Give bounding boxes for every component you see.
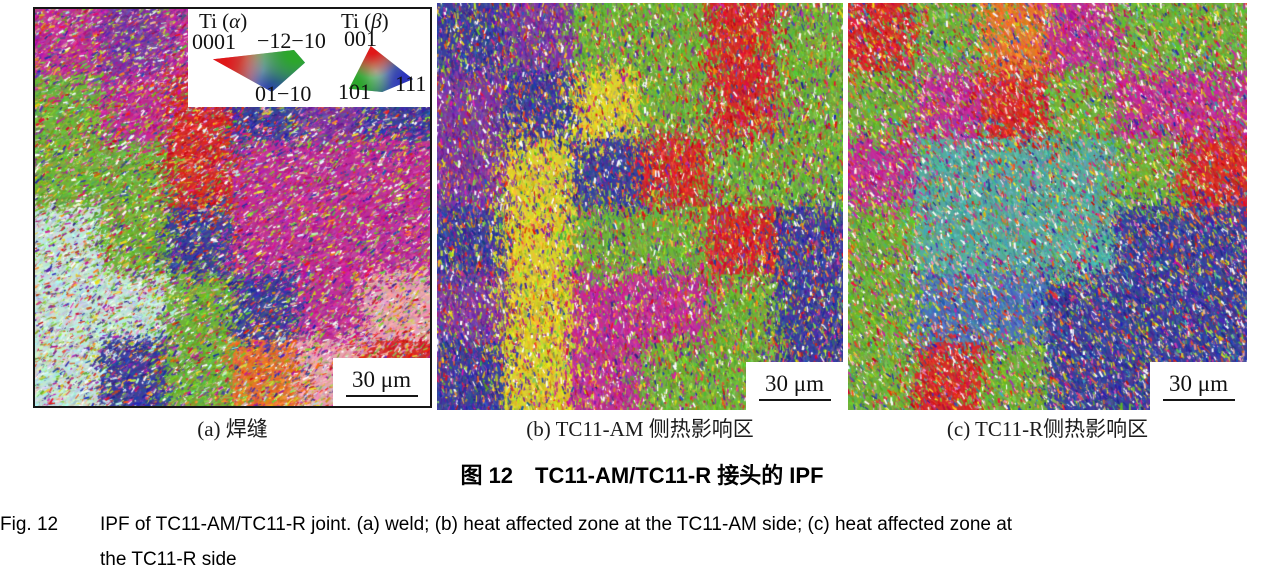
scale-bar-label-b: 30 μm (765, 370, 824, 396)
scale-bar-label-c: 30 μm (1169, 370, 1228, 396)
ti-alpha-post: ) (240, 9, 248, 33)
ti-beta-label: Ti (β) (341, 11, 389, 32)
panel-b-caption: (b) TC11-AM 侧热影响区 (526, 417, 754, 441)
panel-c-haz-tc11-r: 30 μm (848, 3, 1247, 410)
caption-line-1: IPF of TC11-AM/TC11-R joint. (a) weld; (… (100, 514, 1013, 535)
alpha-index-0001: 0001 (192, 29, 236, 54)
ipf-color-key: Ti (α) 0001 −12−10 01−10 Ti (β) 001 101 … (188, 9, 430, 107)
scale-bar-c: 30 μm (1150, 362, 1247, 410)
ipf-map-canvas-c (848, 3, 1247, 410)
caption-line-2: the TC11-R side (100, 549, 237, 570)
panel-b-haz-tc11-am: 30 μm (437, 3, 843, 410)
scale-bar-line-c (1162, 398, 1235, 401)
figure-caption-text-en: IPF of TC11-AM/TC11-R joint. (a) weld; (… (100, 507, 1284, 573)
panel-c-caption: (c) TC11-R侧热影响区 (946, 417, 1149, 441)
ti-beta-pre: Ti ( (341, 9, 372, 33)
ipf-map-canvas-b (437, 3, 843, 410)
scale-bar-label-a: 30 μm (352, 366, 411, 392)
ti-alpha-label: Ti (α) (199, 11, 247, 32)
scale-bar-line-a (345, 394, 418, 397)
scale-bar-line-b (758, 398, 831, 401)
beta-index-111: 111 (395, 71, 427, 96)
ti-beta-post: ) (381, 9, 389, 33)
beta-index-101: 101 (338, 79, 371, 104)
scale-bar-b: 30 μm (746, 362, 843, 410)
figure-caption-en: Fig. 12 IPF of TC11-AM/TC11-R joint. (a)… (0, 507, 1284, 573)
alpha-index--12-10: −12−10 (257, 28, 326, 53)
ti-alpha-symbol: α (229, 9, 241, 33)
beta-index-001: 001 (344, 26, 377, 51)
figure-number-zh: 图 12 (460, 463, 514, 488)
panel-a-caption: (a) 焊缝 (197, 417, 268, 441)
ti-alpha-pre: Ti ( (199, 9, 230, 33)
alpha-index-01-10: 01−10 (255, 81, 312, 106)
scale-bar-a: 30 μm (333, 358, 430, 406)
figure-title-zh: 图 12 TC11-AM/TC11-R 接头的 IPF (0, 463, 1284, 489)
figure-title-text-zh: TC11-AM/TC11-R 接头的 IPF (535, 463, 824, 488)
figure-number-en: Fig. 12 (0, 514, 59, 535)
panel-a-weld: Ti (α) 0001 −12−10 01−10 Ti (β) 001 101 … (33, 7, 432, 408)
ti-beta-symbol: β (371, 9, 382, 33)
